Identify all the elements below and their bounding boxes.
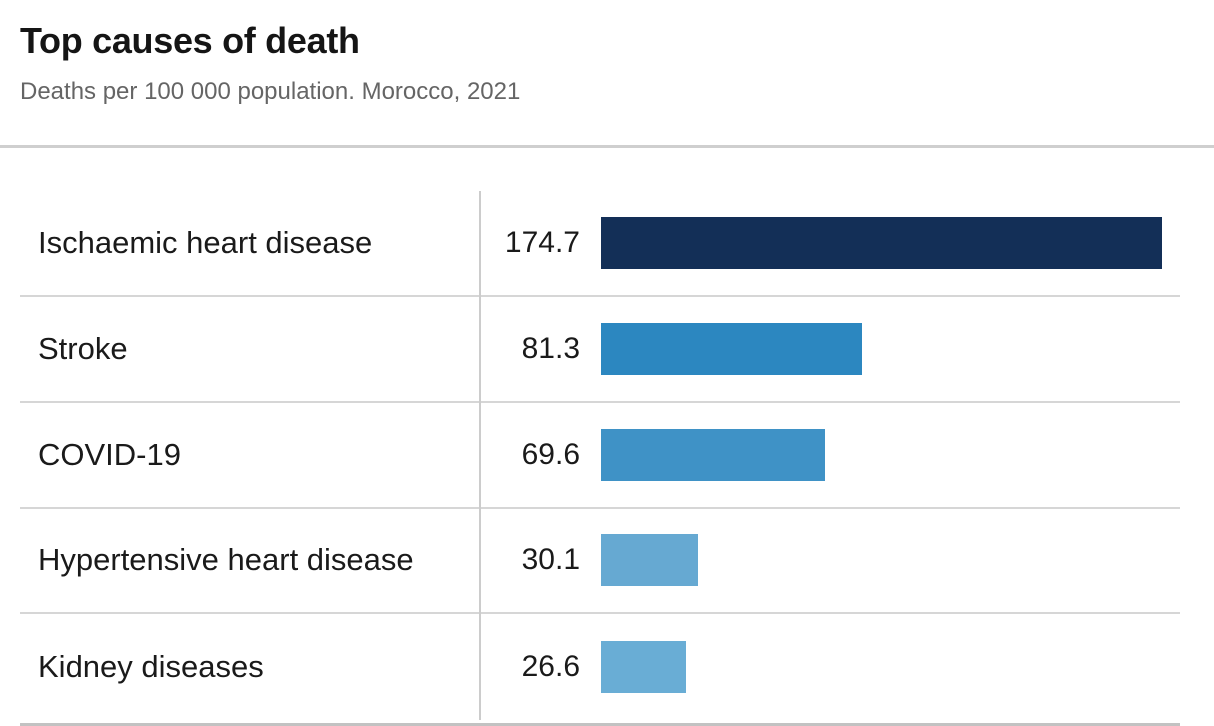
value-label: 30.1 [521,543,580,577]
chart-row: Stroke 81.3 [20,297,1180,403]
bar-track [601,322,1180,375]
value-label: 174.7 [504,226,580,260]
category-label: Kidney diseases [38,649,264,685]
bar [601,641,686,694]
category-label: COVID-19 [38,436,181,472]
chart-subtitle: Deaths per 100 000 population. Morocco, … [20,78,521,106]
value-label: 69.6 [521,437,580,471]
bar [601,217,1162,270]
chart-row: Ischaemic heart disease 174.7 [20,191,1180,297]
bar [601,428,825,481]
chart-row: Kidney diseases 26.6 [20,614,1180,720]
bar-track [601,641,1180,694]
bar-track [601,534,1180,587]
y-axis-line [479,191,481,721]
bar-track [601,217,1180,270]
header-divider [0,145,1214,149]
value-label: 26.6 [521,650,580,684]
page-title: Top causes of death [20,20,360,61]
bar-track [601,428,1180,481]
value-label: 81.3 [521,331,580,365]
category-label: Hypertensive heart disease [38,542,414,578]
category-label: Ischaemic heart disease [38,225,373,261]
bar [601,322,862,375]
bar [601,534,698,587]
bar-chart: Ischaemic heart disease 174.7 Stroke 81.… [0,191,1214,723]
chart-header: Top causes of death Deaths per 100 000 p… [0,0,1214,107]
chart-row: Hypertensive heart disease 30.1 [20,509,1180,615]
chart-row: COVID-19 69.6 [20,403,1180,509]
category-label: Stroke [38,330,128,366]
